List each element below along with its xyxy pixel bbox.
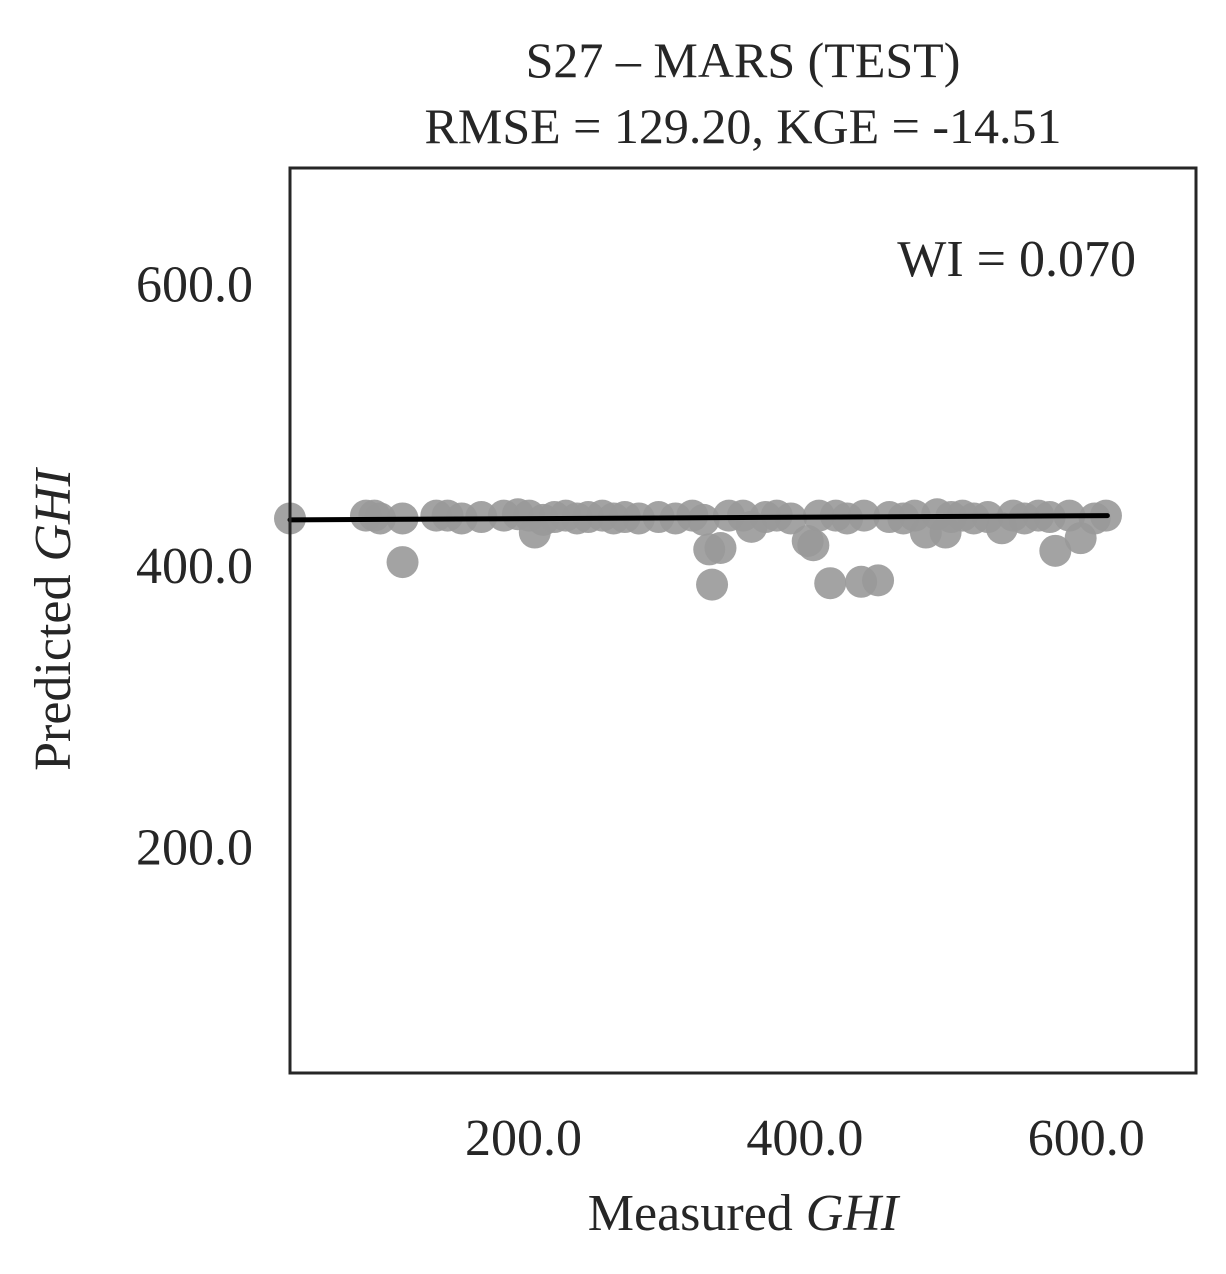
data-point (696, 568, 729, 601)
data-point (814, 567, 847, 600)
data-point (1039, 534, 1072, 567)
regression-line (287, 513, 1110, 523)
x-axis-label-prefix: Measured (588, 1185, 806, 1242)
data-point (386, 546, 419, 579)
plot-frame (288, 166, 1198, 1075)
y-tick-label: 400.0 (136, 538, 253, 595)
regression-line-layer (287, 513, 1110, 523)
y-tick-label: 600.0 (136, 256, 253, 313)
x-axis-label: Measured GHI (588, 1185, 901, 1242)
x-axis-ticks: 200.0 400.0 600.0 (465, 1110, 1145, 1167)
y-axis-ticks: 200.0 400.0 600.0 (136, 256, 253, 876)
x-tick-label: 200.0 (465, 1110, 582, 1167)
x-tick-label: 600.0 (1028, 1110, 1145, 1167)
y-axis-label-italic: GHI (25, 466, 82, 561)
x-axis-label-italic: GHI (806, 1185, 901, 1242)
chart-subtitle: RMSE = 129.20, KGE = -14.51 (425, 98, 1062, 154)
data-point (797, 529, 830, 562)
y-axis-label-prefix: Predicted (25, 562, 82, 771)
y-axis-label: Predicted GHI (25, 466, 82, 770)
x-tick-label: 400.0 (746, 1110, 863, 1167)
chart-title: S27 – MARS (TEST) (526, 32, 961, 88)
data-point (862, 564, 895, 597)
data-point (704, 532, 737, 565)
y-tick-label: 200.0 (136, 819, 253, 876)
scatter-points (274, 498, 1122, 601)
wi-annotation: WI = 0.070 (897, 231, 1136, 288)
